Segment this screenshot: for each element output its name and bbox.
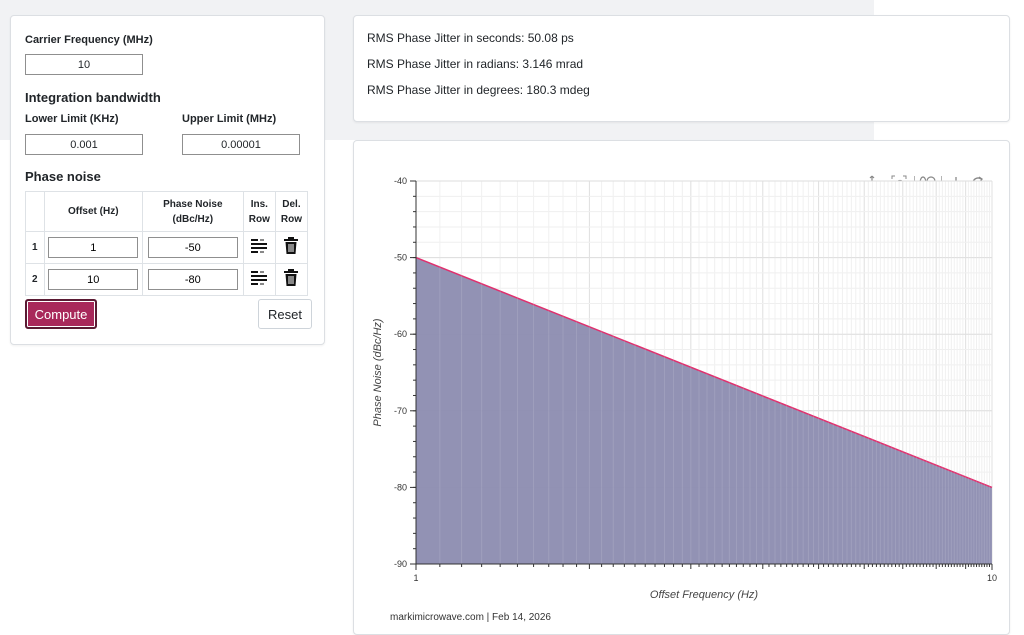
table-row: 2 [25, 263, 309, 296]
jitter-radians-text: RMS Phase Jitter in radians: 3.146 mrad [367, 57, 584, 71]
y-tick-label: -80 [394, 482, 407, 492]
results-panel: RMS Phase Jitter in seconds: 50.08 ps RM… [353, 15, 1010, 122]
phase-noise-table: Offset (Hz) Phase Noise (dBc/Hz) Ins. Ro… [25, 191, 309, 296]
x-tick-label: 10 [987, 573, 997, 583]
x-tick-label: 1 [413, 573, 418, 583]
y-axis-label: Phase Noise (dBc/Hz) [372, 318, 384, 427]
phase-noise-title: Phase noise [25, 169, 101, 184]
chart-footer: markimicrowave.com | Feb 14, 2026 [390, 612, 551, 623]
table-header-phase-noise: Phase Noise (dBc/Hz) [141, 191, 244, 232]
delete-row-icon[interactable] [283, 237, 299, 258]
delete-row-icon[interactable] [283, 269, 299, 290]
phase-noise-input[interactable] [147, 269, 238, 290]
chart-axes: -90 -80 -70 -60 -50 -40 1 10 [394, 176, 997, 583]
carrier-frequency-label: Carrier Frequency (MHz) [25, 34, 153, 46]
insert-row-icon[interactable] [249, 270, 269, 289]
lower-limit-label: Lower Limit (KHz) [25, 113, 119, 125]
y-tick-label: -90 [394, 559, 407, 569]
row-index: 2 [25, 263, 45, 296]
input-panel: Carrier Frequency (MHz) Integration band… [10, 15, 325, 345]
upper-limit-label: Upper Limit (MHz) [182, 113, 277, 125]
table-header-ins-row: Ins. Row [242, 191, 276, 232]
integration-bandwidth-title: Integration bandwidth [25, 90, 161, 105]
offset-input[interactable] [48, 269, 139, 290]
phase-noise-chart[interactable]: -90 -80 -70 -60 -50 -40 1 10 Offset Frequency (… [354, 141, 1009, 634]
y-tick-label: -40 [394, 176, 407, 186]
reset-button[interactable]: Reset [258, 299, 312, 329]
offset-input[interactable] [48, 237, 139, 258]
table-header-row: Offset (Hz) Phase Noise (dBc/Hz) Ins. Ro… [25, 191, 309, 232]
x-axis-label: Offset Frequency (Hz) [650, 589, 759, 601]
lower-limit-input[interactable] [25, 134, 143, 155]
y-tick-label: -60 [394, 329, 407, 339]
table-row: 1 [25, 231, 309, 264]
jitter-seconds-text: RMS Phase Jitter in seconds: 50.08 ps [367, 31, 574, 45]
table-header-offset: Offset (Hz) [43, 191, 143, 232]
row-index: 1 [25, 231, 45, 264]
y-tick-label: -70 [394, 406, 407, 416]
chart-area-fill [416, 257, 992, 564]
table-header-index [25, 191, 45, 232]
phase-noise-input[interactable] [147, 237, 238, 258]
insert-row-icon[interactable] [249, 238, 269, 257]
chart-series-line [415, 256, 993, 489]
upper-limit-input[interactable] [182, 134, 300, 155]
carrier-frequency-input[interactable] [25, 54, 143, 75]
table-header-del-row: Del. Row [274, 191, 309, 232]
y-tick-label: -50 [394, 253, 407, 263]
compute-button[interactable]: Compute [25, 299, 97, 329]
jitter-degrees-text: RMS Phase Jitter in degrees: 180.3 mdeg [367, 83, 590, 97]
